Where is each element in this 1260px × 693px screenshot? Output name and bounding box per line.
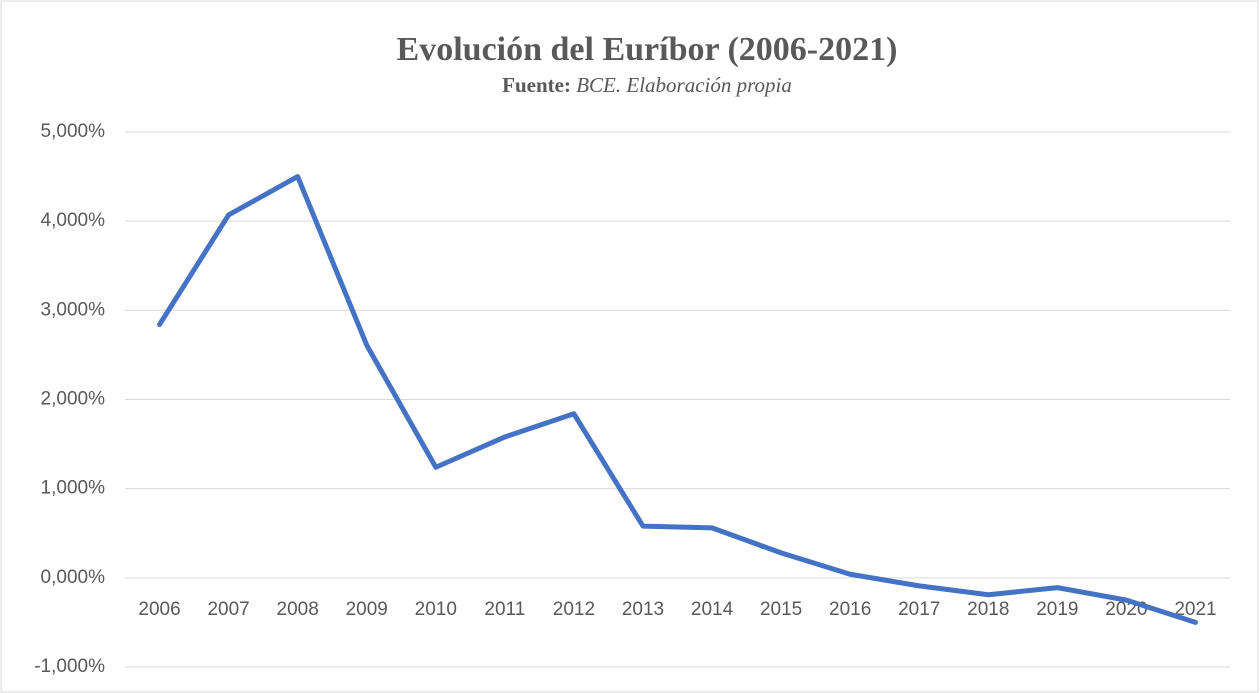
y-tick-label: 0,000% [41, 567, 106, 588]
y-tick-label: 1,000% [41, 478, 106, 499]
x-tick-label: 2014 [691, 599, 734, 620]
x-tick-label: 2008 [277, 599, 319, 620]
x-tick-label: 2006 [138, 599, 180, 620]
x-tick-label: 2011 [484, 599, 525, 620]
y-tick-label: 4,000% [41, 210, 106, 231]
subtitle-label: Fuente: [502, 73, 571, 97]
x-tick-label: 2016 [829, 599, 871, 620]
x-tick-label: 2019 [1036, 599, 1078, 620]
y-tick-label: -1,000% [34, 656, 105, 677]
x-tick-label: 2013 [622, 599, 664, 620]
data-line [157, 174, 1198, 625]
subtitle-text: BCE. Elaboración propia [576, 73, 792, 97]
x-tick-label: 2018 [967, 599, 1009, 620]
x-tick-label: 2012 [553, 599, 595, 620]
y-tick-label: 5,000% [41, 121, 106, 142]
x-tick-label: 2021 [1174, 599, 1216, 620]
y-tick-label: 2,000% [41, 389, 106, 410]
x-tick-label: 2010 [415, 599, 457, 620]
x-tick-label: 2009 [346, 599, 388, 620]
chart-subtitle: Fuente: BCE. Elaboración propia [502, 73, 792, 97]
x-tick-label: 2017 [898, 599, 940, 620]
y-tick-label: 3,000% [41, 299, 106, 320]
x-tick-label: 2007 [207, 599, 249, 620]
chart-title: Evolución del Euríbor (2006-2021) [397, 31, 898, 68]
x-tick-label: 2015 [760, 599, 802, 620]
